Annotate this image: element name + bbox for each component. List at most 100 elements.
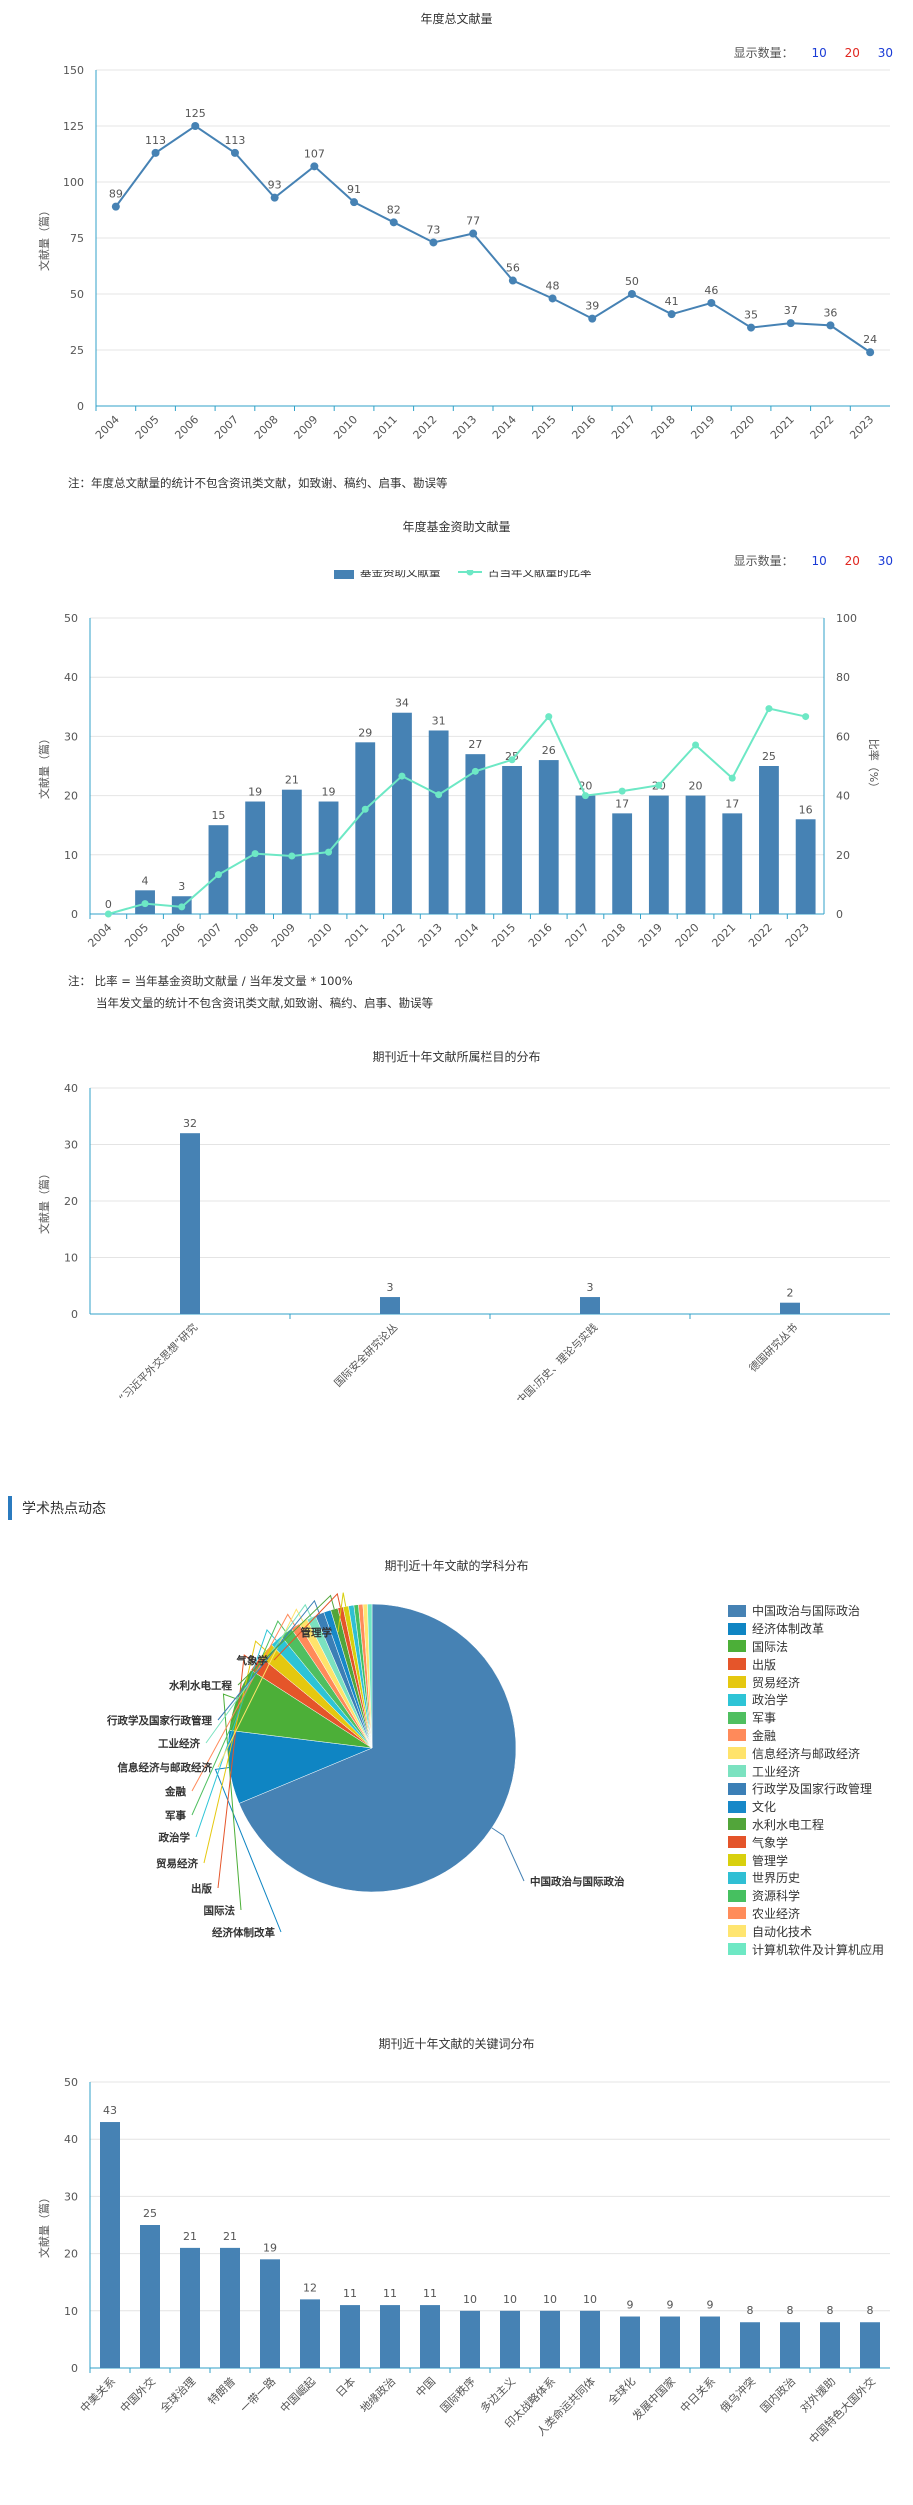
chart4-legend-item[interactable]: 行政学及国家行政管理 xyxy=(728,1780,884,1798)
chart4-slice-label: 工业经济 xyxy=(158,1737,200,1750)
chart4-label-leader xyxy=(191,1620,287,1816)
chart1-point xyxy=(826,321,835,330)
chart1-point xyxy=(191,122,200,130)
chart5-data-label: 10 xyxy=(583,2293,597,2306)
chart5-data-label: 21 xyxy=(183,2230,197,2243)
chart5-svg: 0 10 20 30 40 50 文献量（篇） 43 中美关系 25 中国外交 21 全球治理 21 特朗普… xyxy=(37,2076,890,2446)
chart4-legend-swatch xyxy=(728,1622,746,1635)
chart2-ratio-point xyxy=(361,805,369,813)
chart1-xtick-label: 2017 xyxy=(609,413,638,442)
chart4-legend-swatch xyxy=(728,1729,746,1742)
chart1-ytick-label: 25 xyxy=(70,344,84,357)
chart4-legend-item[interactable]: 计算机软件及计算机应用 xyxy=(728,1940,884,1958)
chart5-data-label: 12 xyxy=(303,2281,317,2294)
chart4-legend-item[interactable]: 金融 xyxy=(728,1727,884,1745)
chart4-legend-item[interactable]: 农业经济 xyxy=(728,1905,884,1923)
chart1-data-label: 48 xyxy=(546,279,560,292)
chart5-xtick-label: 特朗普 xyxy=(205,2374,238,2407)
chart5-data-label: 11 xyxy=(343,2287,357,2300)
chart3-data-label: 3 xyxy=(387,1281,394,1294)
chart2-y2tick-label: 20 xyxy=(836,849,850,862)
chart5-ytick-label: 40 xyxy=(64,2133,78,2146)
chart2-xtick-label: 2008 xyxy=(232,921,261,950)
chart2-legend-bar-swatch xyxy=(334,570,354,579)
chart4-legend-item[interactable]: 贸易经济 xyxy=(728,1673,884,1691)
chart2-ratio-point xyxy=(398,772,406,780)
chart2-y2tick-label: 40 xyxy=(836,790,850,803)
chart4-legend-item[interactable]: 管理学 xyxy=(728,1851,884,1869)
chart5-data-label: 9 xyxy=(667,2299,674,2312)
chart4-legend-item[interactable]: 中国政治与国际政治 xyxy=(728,1602,884,1620)
chart2-count-10[interactable]: 10 xyxy=(811,554,827,568)
chart4-legend-swatch xyxy=(728,1640,746,1653)
chart4-legend-item[interactable]: 文化 xyxy=(728,1798,884,1816)
chart5-xtick-label: 对外援助 xyxy=(797,2374,838,2415)
chart2-ratio-point xyxy=(178,903,186,911)
chart4-legend-item[interactable]: 自动化技术 xyxy=(728,1922,884,1940)
chart1-data-label: 125 xyxy=(185,107,206,120)
chart2-count-20[interactable]: 20 xyxy=(844,554,860,568)
chart5-bar xyxy=(340,2305,360,2368)
chart4-label-leader xyxy=(203,1640,267,1864)
chart4-label-leader xyxy=(222,1693,242,1911)
chart5-bar xyxy=(300,2299,320,2368)
chart1-data-label: 24 xyxy=(863,333,877,346)
chart1-data-label: 37 xyxy=(784,304,798,317)
chart4-legend-item[interactable]: 资源科学 xyxy=(728,1887,884,1905)
chart4-legend-item[interactable]: 气象学 xyxy=(728,1833,884,1851)
chart5-data-label: 11 xyxy=(423,2287,437,2300)
chart5-bar xyxy=(700,2316,720,2368)
chart4-slice-label: 出版 xyxy=(191,1882,212,1895)
chart2-note-line1: 注： 比率 = 当年基金资助文献量 / 当年发文量 * 100% xyxy=(68,974,353,988)
chart1-point xyxy=(548,294,557,303)
chart4-legend-swatch xyxy=(728,1658,746,1671)
chart2-xtick-label: 2014 xyxy=(452,921,481,950)
chart5-bar xyxy=(260,2259,280,2368)
chart1-count-10[interactable]: 10 xyxy=(811,46,827,60)
chart2-ytick-label: 30 xyxy=(64,730,78,743)
chart4-legend-item[interactable]: 国际法 xyxy=(728,1638,884,1656)
chart1-xtick-label: 2012 xyxy=(411,413,440,442)
chart2-data-label: 27 xyxy=(468,738,482,751)
chart5-title: 期刊近十年文献的关键词分布 xyxy=(378,2037,535,2051)
chart1-ytick-label: 150 xyxy=(63,64,84,77)
chart4-legend-item[interactable]: 水利水电工程 xyxy=(728,1816,884,1834)
chart5-data-label: 25 xyxy=(143,2207,157,2220)
chart1-data-label: 50 xyxy=(625,275,639,288)
chart4-legend-item[interactable]: 信息经济与邮政经济 xyxy=(728,1744,884,1762)
chart1-data-label: 113 xyxy=(145,134,166,147)
chart5-xtick-label: 中国 xyxy=(413,2375,438,2400)
chart1-count-30[interactable]: 30 xyxy=(877,46,893,60)
chart4-legend-item[interactable]: 工业经济 xyxy=(728,1762,884,1780)
chart2-xtick-label: 2005 xyxy=(122,921,151,950)
chart4-label-leader xyxy=(195,1628,277,1838)
chart3-ytick-label: 10 xyxy=(64,1252,78,1265)
chart5-bar xyxy=(740,2322,760,2368)
chart4-legend-item[interactable]: 政治学 xyxy=(728,1691,884,1709)
chart4-legend-item[interactable]: 经济体制改革 xyxy=(728,1620,884,1638)
chart4-legend-label: 农业经济 xyxy=(752,1906,801,1921)
chart1-xtick-label: 2005 xyxy=(133,413,162,442)
chart2-y2tick-label: 80 xyxy=(836,671,850,684)
chart5-xtick-label: 中国特色大国外交 xyxy=(806,2374,878,2446)
chart4-legend-item[interactable]: 世界历史 xyxy=(728,1869,884,1887)
chart2-ratio-point xyxy=(581,792,589,800)
chart2-data-label: 20 xyxy=(689,780,703,793)
chart1-line xyxy=(115,124,871,354)
chart2-ratio-point xyxy=(325,848,333,856)
chart2-y2tick-label: 60 xyxy=(836,730,850,743)
chart2-xtick-label: 2016 xyxy=(526,921,555,950)
chart2-ratio-point xyxy=(251,850,259,858)
chart4-legend-swatch xyxy=(728,1711,746,1724)
chart2-title: 年度基金资助文献量 xyxy=(402,520,511,534)
chart1-data-label: 77 xyxy=(466,215,480,228)
chart5-data-label: 43 xyxy=(103,2104,117,2117)
chart2-bar xyxy=(465,754,486,914)
chart4-legend-item[interactable]: 军事 xyxy=(728,1709,884,1727)
chart2-xtick-label: 2015 xyxy=(489,921,518,950)
chart4-legend-label: 行政学及国家行政管理 xyxy=(752,1782,873,1797)
chart1-count-20[interactable]: 20 xyxy=(844,46,860,60)
chart4-legend-item[interactable]: 出版 xyxy=(728,1655,884,1673)
chart2-xtick-label: 2007 xyxy=(196,921,225,950)
chart2-count-30[interactable]: 30 xyxy=(877,554,893,568)
